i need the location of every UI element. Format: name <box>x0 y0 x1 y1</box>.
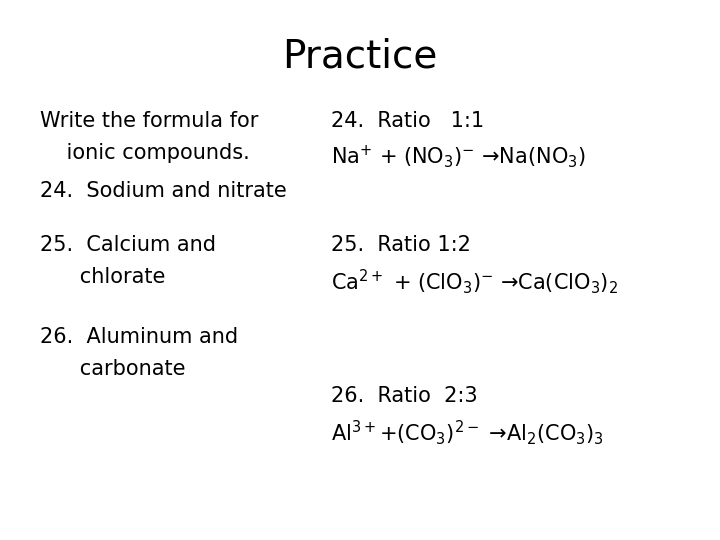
Text: carbonate: carbonate <box>40 359 185 379</box>
Text: chlorate: chlorate <box>40 267 165 287</box>
Text: 24.  Ratio   1:1: 24. Ratio 1:1 <box>331 111 485 131</box>
Text: 25.  Calcium and: 25. Calcium and <box>40 235 215 255</box>
Text: 26.  Ratio  2:3: 26. Ratio 2:3 <box>331 386 478 406</box>
Text: ionic compounds.: ionic compounds. <box>40 143 249 163</box>
Text: 25.  Ratio 1:2: 25. Ratio 1:2 <box>331 235 471 255</box>
Text: Al$^{3+}$+(CO$_{3}$)$^{2-}$ →Al$_{2}$(CO$_{3}$)$_{3}$: Al$^{3+}$+(CO$_{3}$)$^{2-}$ →Al$_{2}$(CO… <box>331 418 604 447</box>
Text: Practice: Practice <box>282 38 438 76</box>
Text: 26.  Aluminum and: 26. Aluminum and <box>40 327 238 347</box>
Text: Na$^{+}$ + (NO$_{3}$)$^{-}$ →Na(NO$_{3}$): Na$^{+}$ + (NO$_{3}$)$^{-}$ →Na(NO$_{3}$… <box>331 143 586 170</box>
Text: Write the formula for: Write the formula for <box>40 111 258 131</box>
Text: 24.  Sodium and nitrate: 24. Sodium and nitrate <box>40 181 287 201</box>
Text: Ca$^{2+}$ + (ClO$_{3}$)$^{-}$ →Ca(ClO$_{3}$)$_{2}$: Ca$^{2+}$ + (ClO$_{3}$)$^{-}$ →Ca(ClO$_{… <box>331 267 618 296</box>
